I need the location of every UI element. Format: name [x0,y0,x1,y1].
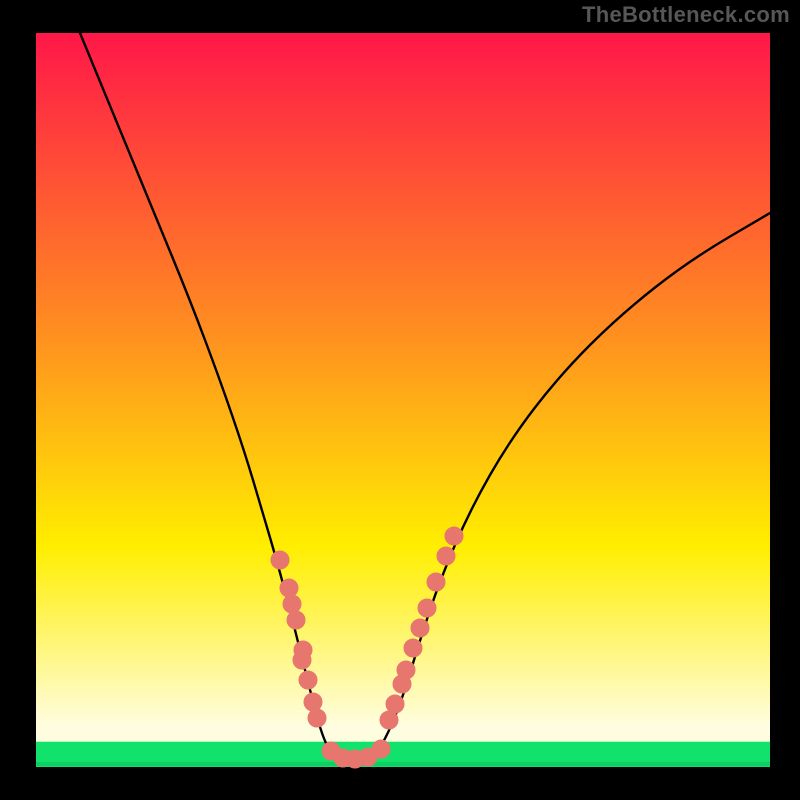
gradient-background [36,33,770,767]
watermark-text: TheBottleneck.com [582,2,790,28]
gradient-plot-area [36,33,770,767]
